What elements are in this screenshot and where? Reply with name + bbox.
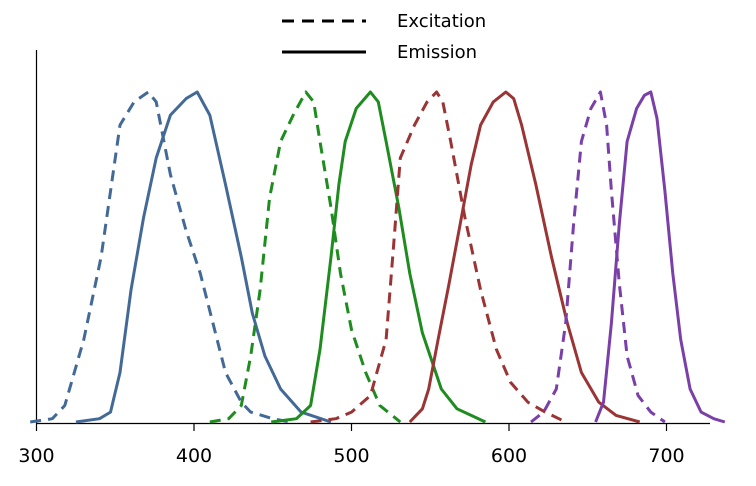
x-tick-label: 400 [176, 445, 212, 467]
x-tick-label: 300 [18, 445, 54, 467]
x-ticks: 300 400 500 600 700 [18, 423, 685, 467]
x-tick-label: 600 [491, 445, 527, 467]
blue-emission-line [75, 90, 332, 424]
red-emission-line [408, 90, 641, 424]
x-tick-label: 500 [333, 445, 369, 467]
series-group [29, 90, 726, 424]
purple-emission-line [594, 90, 726, 424]
purple-excitation-line [530, 90, 666, 424]
legend: Excitation Emission [282, 11, 486, 63]
legend-emission-label: Emission [397, 42, 477, 63]
green-emission-line [271, 90, 487, 424]
legend-excitation-label: Excitation [397, 11, 486, 32]
green-excitation-line [209, 90, 402, 424]
x-tick-label: 700 [648, 445, 684, 467]
red-excitation-line [310, 90, 567, 424]
